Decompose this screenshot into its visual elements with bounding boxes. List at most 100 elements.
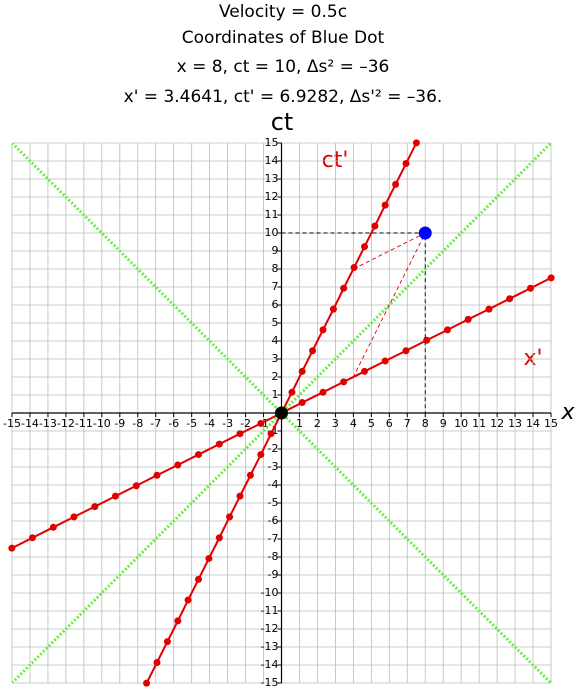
data-point: [163, 638, 171, 646]
data-point: [392, 180, 400, 188]
data-point: [257, 451, 265, 459]
x-tick-label: 9: [440, 417, 447, 430]
data-point: [132, 482, 140, 490]
x-tick-label: 2: [314, 417, 321, 430]
data-point: [257, 419, 265, 427]
x-tick-label: 13: [508, 417, 522, 430]
data-point: [91, 503, 99, 511]
data-point: [402, 160, 410, 168]
x-tick-label: -8: [132, 417, 143, 430]
data-point: [464, 315, 472, 323]
data-point: [547, 274, 555, 282]
x-tick-label: 4: [350, 417, 357, 430]
y-tick-label: -2: [268, 442, 279, 455]
data-point: [361, 243, 369, 251]
y-tick-label: 10: [265, 226, 279, 239]
y-tick-label: -5: [268, 496, 279, 509]
y-tick-label: 8: [272, 262, 279, 275]
data-point: [412, 139, 420, 147]
y-tick-label: 13: [265, 172, 279, 185]
y-tick-label: -14: [261, 658, 279, 671]
data-point: [418, 226, 432, 240]
data-point: [194, 575, 202, 583]
data-point: [340, 284, 348, 292]
data-point: [275, 406, 288, 420]
data-point: [444, 326, 452, 334]
x-tick-label: -3: [222, 417, 233, 430]
data-point: [288, 388, 296, 396]
x-tick-label: 11: [472, 417, 486, 430]
data-point: [319, 388, 327, 396]
x-tick-label: 6: [386, 417, 393, 430]
x-tick-label: 14: [526, 417, 540, 430]
x-tick-label: -10: [93, 417, 111, 430]
data-point: [485, 305, 493, 313]
y-tick-label: -10: [261, 586, 279, 599]
x-axis-label: x: [560, 400, 575, 425]
data-point: [381, 201, 389, 209]
data-point: [246, 471, 254, 479]
data-point: [236, 430, 244, 438]
y-tick-label: -3: [268, 460, 279, 473]
y-tick-label: -9: [268, 568, 279, 581]
data-point: [153, 658, 161, 666]
data-point: [70, 513, 78, 521]
y-tick-label: -11: [261, 604, 279, 617]
data-point: [340, 378, 348, 386]
data-point: [298, 367, 306, 375]
y-axis-label: ct: [271, 108, 294, 136]
y-tick-label: 4: [272, 334, 279, 347]
x-tick-label: 15: [544, 417, 558, 430]
x-tick-label: 7: [404, 417, 411, 430]
y-tick-label: 14: [265, 154, 279, 167]
y-tick-label: -15: [261, 676, 279, 689]
x-tick-label: 5: [368, 417, 375, 430]
y-tick-label: 9: [272, 244, 279, 257]
data-point: [371, 222, 379, 230]
subtitle: Coordinates of Blue Dot: [182, 28, 385, 48]
subtitle: x' = 3.4641, ct' = 6.9282, Δs'² = –36.: [124, 87, 443, 107]
data-point: [402, 347, 410, 355]
x-tick-label: -14: [21, 417, 39, 430]
data-point: [184, 596, 192, 604]
x-tick-label: -2: [240, 417, 251, 430]
y-tick-label: 12: [265, 190, 279, 203]
x-tick-label: -13: [39, 417, 57, 430]
x-tick-label: 1: [296, 417, 303, 430]
chart-title: Velocity = 0.5c: [219, 2, 347, 22]
data-point: [319, 326, 327, 334]
data-point: [226, 513, 234, 521]
subtitle: x = 8, ct = 10, Δs² = –36: [177, 57, 390, 77]
x-tick-label: 12: [490, 417, 504, 430]
y-tick-label: -7: [268, 532, 279, 545]
data-point: [506, 295, 514, 303]
data-point: [8, 544, 16, 552]
data-point: [329, 305, 337, 313]
data-point: [49, 523, 57, 531]
data-point: [350, 264, 358, 272]
y-tick-label: -8: [268, 550, 279, 563]
data-point: [28, 534, 36, 542]
y-tick-label: -12: [261, 622, 279, 635]
data-point: [267, 430, 275, 438]
data-point: [423, 336, 431, 344]
data-point: [215, 440, 223, 448]
data-point: [111, 492, 119, 500]
y-tick-label: 3: [272, 352, 279, 365]
data-point: [309, 347, 317, 355]
x-tick-label: 3: [332, 417, 339, 430]
x-tick-label: -4: [204, 417, 215, 430]
y-tick-label: 7: [272, 280, 279, 293]
x-tick-label: -12: [57, 417, 75, 430]
data-point: [236, 492, 244, 500]
data-point: [174, 617, 182, 625]
data-point: [143, 679, 151, 687]
y-tick-label: 15: [265, 136, 279, 149]
data-point: [174, 461, 182, 469]
data-point: [527, 284, 535, 292]
data-point: [361, 367, 369, 375]
data-point: [298, 399, 306, 407]
x-tick-label: -11: [75, 417, 93, 430]
data-point: [381, 357, 389, 365]
